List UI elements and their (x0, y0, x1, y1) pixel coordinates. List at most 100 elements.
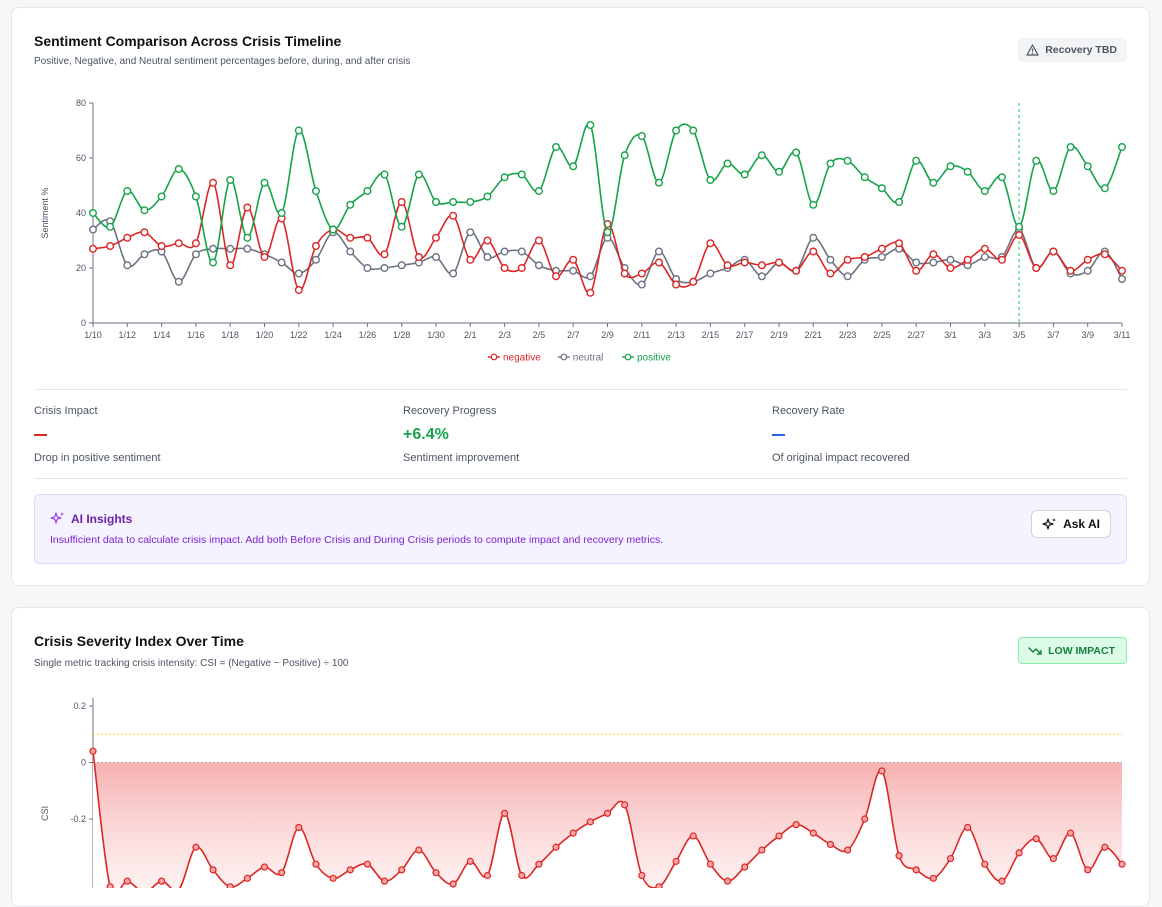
sparkles-icon (50, 512, 64, 524)
badge-label: Recovery TBD (1045, 44, 1117, 56)
negative-data-point (311, 241, 320, 250)
negative-data-point (1049, 247, 1058, 256)
positive-data-point (620, 151, 629, 160)
card-subtitle: Positive, Negative, and Neutral sentimen… (34, 56, 411, 67)
below-curve-mask (93, 751, 1122, 888)
negative-data-point (517, 263, 526, 272)
csi-data-point (260, 863, 269, 871)
y-tick-label: -0.2 (70, 814, 86, 824)
positive-data-point (1100, 184, 1109, 193)
neutral-data-point (654, 247, 663, 256)
sparkles-icon (1042, 517, 1057, 530)
negative-data-point (1032, 263, 1041, 272)
legend-marker (490, 353, 498, 361)
metric-label: Recovery Rate (772, 405, 845, 417)
x-tick-label: 1/22 (290, 330, 308, 340)
x-tick-label: 2/23 (839, 330, 857, 340)
csi-data-point (569, 829, 577, 837)
neutral-data-point (174, 277, 183, 286)
negative-data-point (1117, 266, 1126, 275)
x-tick-label: 3/11 (1114, 330, 1131, 340)
positive-data-point (226, 175, 235, 184)
metric-description: Sentiment improvement (403, 452, 520, 464)
csi-data-point (106, 883, 114, 888)
x-tick-label: 2/11 (633, 330, 650, 340)
metric-label: Crisis Impact (34, 405, 98, 417)
csi-data-point (895, 852, 903, 860)
neutral-data-point (294, 269, 303, 278)
negative-data-point (620, 269, 629, 278)
neutral-data-point (397, 261, 406, 270)
negative-data-point (569, 255, 578, 264)
negative-data-point (637, 269, 646, 278)
positive-data-point (209, 258, 218, 267)
ai-insights-title: AI Insights (50, 511, 132, 526)
positive-data-point (757, 151, 766, 160)
negative-data-point (552, 272, 561, 281)
divider (34, 389, 1127, 390)
neutral-data-point (140, 250, 149, 259)
positive-data-point (654, 178, 663, 187)
negative-data-point (123, 233, 132, 242)
negative-data-point (88, 244, 97, 253)
y-axis-label: Sentiment % (40, 187, 50, 238)
negative-data-point (106, 241, 115, 250)
negative-data-point (809, 247, 818, 256)
negative-data-point (946, 263, 955, 272)
neutral-data-point (346, 247, 355, 256)
negative-data-point (689, 277, 698, 286)
positive-data-point (569, 162, 578, 171)
positive-data-point (174, 164, 183, 173)
metric-value: — (34, 426, 394, 446)
negative-data-point (672, 280, 681, 289)
neutral-data-point (569, 266, 578, 275)
positive-data-point (483, 192, 492, 201)
negative-data-point (346, 233, 355, 242)
x-tick-label: 1/16 (187, 330, 205, 340)
csi-data-point (1118, 860, 1126, 868)
neutral-data-point (843, 272, 852, 281)
recovery-progress-metric: Recovery Progress +6.4% Sentiment improv… (403, 405, 763, 464)
positive-data-point (912, 156, 921, 165)
neutral-data-point (500, 247, 509, 256)
positive-data-point (534, 186, 543, 195)
negative-data-point (997, 255, 1006, 264)
positive-data-point (517, 170, 526, 179)
positive-data-point (191, 192, 200, 201)
positive-data-point (895, 197, 904, 206)
csi-data-point (758, 846, 766, 854)
negative-data-point (826, 269, 835, 278)
negative-data-point (912, 266, 921, 275)
ask-ai-button[interactable]: Ask AI (1031, 510, 1111, 538)
positive-data-point (706, 175, 715, 184)
y-tick-label: 0.2 (73, 701, 86, 711)
csi-data-point (278, 869, 286, 877)
positive-data-point (792, 148, 801, 157)
negative-data-point (294, 285, 303, 294)
y-tick-label: 0 (81, 758, 86, 768)
csi-data-point (158, 877, 166, 885)
positive-data-point (106, 222, 115, 231)
x-tick-label: 2/25 (873, 330, 891, 340)
positive-data-point (432, 197, 441, 206)
negative-data-point (586, 288, 595, 297)
negative-data-point (1083, 255, 1092, 264)
x-tick-label: 1/26 (359, 330, 377, 340)
sentiment-line-chart: 0 20 40 60 80 1/10 1/12 1/14 1/16 1/18 1/20 1/22 1/2… (40, 98, 1131, 364)
positive-data-point (243, 233, 252, 242)
csi-data-point (363, 860, 371, 868)
badge-label: LOW IMPACT (1048, 644, 1115, 657)
positive-data-point (586, 121, 595, 130)
x-tick-label: 2/3 (498, 330, 511, 340)
positive-data-point (1032, 156, 1041, 165)
positive-data-point (123, 186, 132, 195)
x-tick-label: 1/12 (119, 330, 137, 340)
warning-icon (1026, 44, 1039, 56)
x-tick-label: 3/7 (1047, 330, 1060, 340)
crisis-severity-card: Crisis Severity Index Over Time Single m… (11, 607, 1150, 907)
x-tick-label: 3/5 (1013, 330, 1026, 340)
csi-area-chart: 0.2 0 -0.2 CSI (40, 698, 1126, 888)
crisis-impact-metric: Crisis Impact — Drop in positive sentime… (34, 405, 394, 464)
positive-data-point (809, 200, 818, 209)
metric-description: Of original impact recovered (772, 452, 910, 464)
